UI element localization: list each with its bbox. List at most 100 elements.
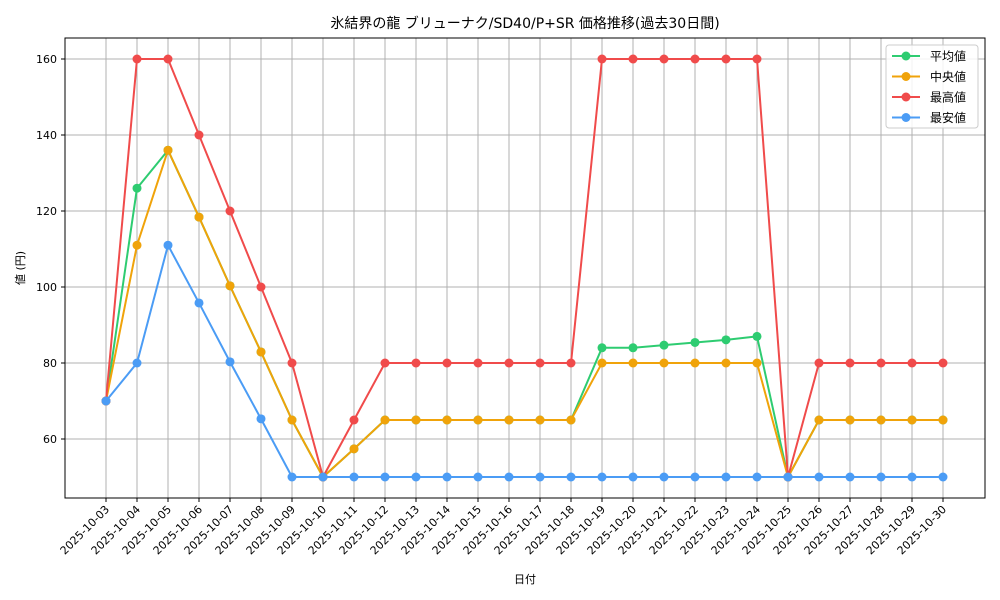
legend-marker-icon <box>901 113 911 122</box>
data-point-marker <box>721 335 731 345</box>
data-point-marker <box>163 145 173 155</box>
data-point-marker <box>225 281 235 291</box>
data-point-marker <box>535 358 545 368</box>
data-point-marker <box>628 343 638 353</box>
data-point-marker <box>907 358 917 368</box>
data-point-marker <box>938 415 948 425</box>
data-point-marker <box>473 472 483 482</box>
series-line <box>105 58 943 478</box>
data-point-marker <box>163 240 173 250</box>
y-tick-label: 140 <box>36 129 57 142</box>
legend-item: 中央値 <box>892 69 966 84</box>
data-point-marker <box>721 472 731 482</box>
legend-marker-icon <box>901 51 911 61</box>
data-point-marker <box>287 415 297 425</box>
data-point-marker <box>566 472 576 482</box>
legend-label: 中央値 <box>930 69 966 84</box>
data-point-marker <box>287 358 297 368</box>
data-point-marker <box>690 472 700 482</box>
data-point-marker <box>380 472 390 482</box>
chart-title: 氷結界の龍 ブリューナク/SD40/P+SR 価格推移(過去30日間) <box>330 15 719 32</box>
data-point-marker <box>132 54 142 64</box>
data-point-marker <box>659 472 669 482</box>
data-point-marker <box>845 415 855 425</box>
y-tick-label: 80 <box>43 357 57 370</box>
data-point-marker <box>907 415 917 425</box>
series-line <box>105 244 943 478</box>
grid-lines <box>65 38 985 498</box>
y-tick-label: 100 <box>36 281 57 294</box>
data-point-marker <box>194 130 204 140</box>
data-point-marker <box>349 444 359 454</box>
data-point-marker <box>349 415 359 425</box>
data-point-marker <box>659 54 669 64</box>
legend-label: 最安値 <box>930 110 966 125</box>
data-point-marker <box>876 358 886 368</box>
data-point-marker <box>380 358 390 368</box>
data-point-marker <box>132 183 142 193</box>
series-3 <box>101 240 948 482</box>
data-point-marker <box>814 472 824 482</box>
data-point-marker <box>814 358 824 368</box>
legend-item: 最安値 <box>892 110 966 125</box>
data-point-marker <box>597 358 607 368</box>
data-point-marker <box>876 415 886 425</box>
data-point-marker <box>752 331 762 341</box>
data-point-marker <box>194 298 204 308</box>
data-point-marker <box>628 54 638 64</box>
data-point-marker <box>752 54 762 64</box>
data-point-marker <box>380 415 390 425</box>
data-point-marker <box>845 358 855 368</box>
data-point-marker <box>411 415 421 425</box>
legend-marker-icon <box>901 72 911 81</box>
plot-area-frame <box>64 37 986 499</box>
series-lines <box>101 54 948 482</box>
legend-item: 平均値 <box>892 49 966 64</box>
data-point-marker <box>938 358 948 368</box>
data-point-marker <box>101 396 111 406</box>
series-1 <box>101 145 948 482</box>
data-point-marker <box>256 347 266 357</box>
data-point-marker <box>256 282 266 292</box>
data-point-marker <box>845 472 855 482</box>
data-point-marker <box>442 415 452 425</box>
data-point-marker <box>597 472 607 482</box>
data-point-marker <box>473 415 483 425</box>
data-point-marker <box>907 472 917 482</box>
data-point-marker <box>411 358 421 368</box>
data-point-marker <box>628 358 638 368</box>
legend-label: 最高値 <box>930 90 966 105</box>
series-0 <box>101 145 948 482</box>
data-point-marker <box>535 472 545 482</box>
series-line <box>105 149 943 478</box>
legend-marker-icon <box>901 92 911 102</box>
y-tick-label: 160 <box>36 53 57 66</box>
data-point-marker <box>442 358 452 368</box>
data-point-marker <box>287 472 297 482</box>
data-point-marker <box>566 358 576 368</box>
legend-item: 最高値 <box>892 90 966 105</box>
data-point-marker <box>442 472 452 482</box>
data-point-marker <box>225 206 235 216</box>
data-point-marker <box>721 54 731 64</box>
data-point-marker <box>690 358 700 368</box>
data-point-marker <box>225 357 235 367</box>
x-axis-ticks: 2025-10-032025-10-042025-10-052025-10-06… <box>58 498 949 557</box>
data-point-marker <box>690 337 700 347</box>
data-point-marker <box>194 212 204 222</box>
data-point-marker <box>163 54 173 64</box>
data-point-marker <box>752 358 762 368</box>
data-point-marker <box>411 472 421 482</box>
data-point-marker <box>597 54 607 64</box>
y-tick-label: 120 <box>36 205 57 218</box>
data-point-marker <box>752 472 762 482</box>
data-point-marker <box>504 472 514 482</box>
data-point-marker <box>938 472 948 482</box>
legend-box <box>885 44 979 129</box>
data-point-marker <box>628 472 638 482</box>
x-axis-label: 日付 <box>514 573 536 586</box>
legend-label: 平均値 <box>930 49 966 64</box>
data-point-marker <box>659 358 669 368</box>
